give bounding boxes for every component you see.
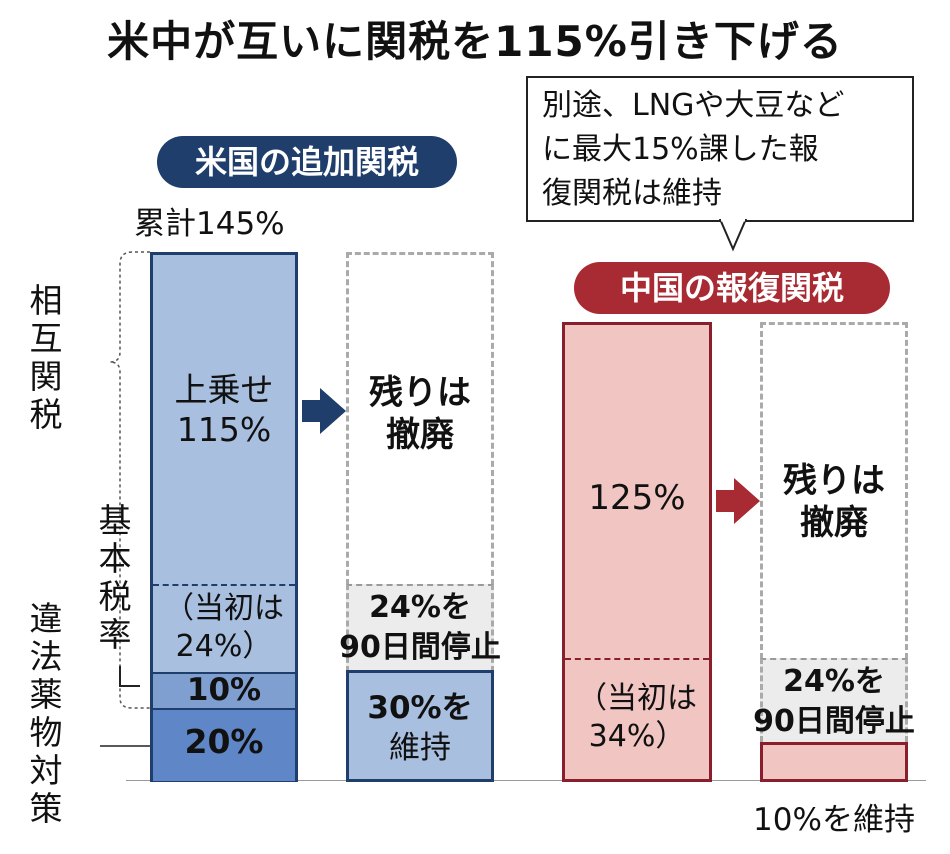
china-initial-label: （当初は 34%）: [577, 681, 697, 754]
us-side-brackets: [100, 251, 152, 747]
us-initial-label: （当初は 24%）: [164, 591, 284, 664]
baseline: [126, 780, 926, 781]
us-twenty-segment: [153, 708, 295, 781]
us-suspended-box: [346, 584, 494, 672]
china-initial-divider: [565, 658, 709, 660]
us-abolished-box: [346, 252, 494, 585]
china-current-bar: [562, 322, 712, 782]
china-callout: 別途、LNGや大豆など に最大15%課した報 復関税は維持: [526, 76, 914, 222]
us-cumulative-label: 累計145%: [134, 206, 285, 242]
us-abolished-label: 残りは 撤廃: [369, 373, 471, 455]
us-kept-bar: [346, 670, 494, 782]
page-title: 米中が互いに関税を115%引き下げる: [107, 17, 843, 66]
callout-pointer: [718, 219, 748, 252]
reciprocal-tariff-label: 相 互 関 税: [29, 281, 63, 434]
base-rate-label: 基 本 税 率: [98, 501, 132, 654]
us-tariff-header: 米国の追加関税: [157, 136, 457, 188]
us-surcharge-divider: [153, 584, 295, 586]
us-kept-label: 30%を 維持: [367, 690, 473, 766]
china-suspended-box: [760, 658, 908, 742]
us-suspended-label: 24%を 90日間停止: [339, 590, 501, 665]
china-kept-bar: [760, 742, 908, 782]
china-tariff-header: 中国の報復関税: [574, 262, 890, 314]
china-suspended-label: 24%を 90日間停止: [753, 664, 915, 739]
china-main-label: 125%: [588, 478, 686, 518]
china-abolished-label: 残りは 撤廃: [783, 461, 885, 543]
china-kept-label: 10%を維持: [753, 802, 915, 838]
us-arrow-icon: [302, 388, 346, 434]
china-arrow-icon: [716, 478, 760, 524]
us-ten-label: 10%: [186, 672, 262, 708]
drug-measures-label: 違 法 薬 物 対 策: [29, 599, 63, 828]
us-twenty-label: 20%: [184, 722, 264, 761]
china-abolished-box: [760, 322, 908, 659]
us-ten-segment: [153, 672, 295, 710]
us-surcharge-label: 上乗せ 115%: [174, 370, 274, 449]
